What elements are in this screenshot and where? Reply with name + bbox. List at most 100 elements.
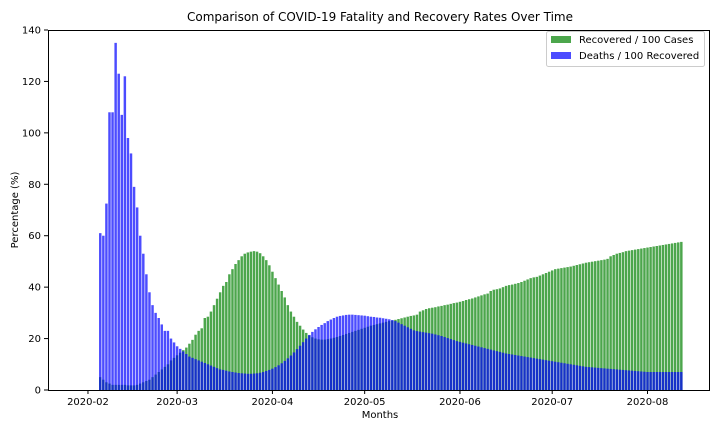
bar-deaths — [461, 342, 465, 390]
bar-deaths — [326, 321, 329, 390]
bar-deaths — [335, 316, 339, 390]
bar-deaths — [182, 351, 185, 390]
bar-deaths — [529, 357, 532, 390]
bar-deaths — [323, 323, 326, 390]
bar-recovered — [489, 291, 492, 390]
bar-recovered — [203, 318, 207, 390]
bar-deaths — [117, 73, 120, 391]
bar-recovered — [667, 243, 671, 390]
bar-deaths — [391, 320, 394, 390]
bar-deaths — [563, 363, 566, 390]
bar-recovered — [483, 294, 486, 390]
bar-deaths — [578, 365, 582, 390]
bar-deaths — [440, 336, 443, 390]
bar-recovered — [280, 291, 283, 390]
bar-recovered — [615, 253, 618, 390]
bar-deaths — [415, 331, 419, 390]
bar-deaths — [655, 372, 658, 390]
bar-deaths — [366, 316, 369, 390]
bar-recovered — [578, 264, 582, 390]
legend-label-recovered: Recovered / 100 Cases — [579, 35, 693, 46]
bar-recovered — [627, 250, 631, 390]
bar-deaths — [274, 367, 277, 390]
bar-deaths — [455, 341, 459, 390]
bar-deaths — [541, 359, 545, 390]
bar-deaths — [108, 112, 111, 390]
bar-deaths — [369, 316, 373, 390]
bar-deaths — [341, 315, 345, 390]
bar-recovered — [538, 275, 542, 390]
bar-deaths — [212, 366, 216, 390]
bar-deaths — [120, 114, 124, 391]
bar-deaths — [397, 322, 400, 390]
bar-deaths — [424, 332, 428, 390]
bar-deaths — [175, 346, 179, 390]
bar-deaths — [507, 354, 511, 390]
bar-deaths — [471, 345, 474, 390]
bars-layer — [99, 42, 683, 391]
legend: Recovered / 100 Cases Deaths / 100 Recov… — [546, 31, 705, 67]
bar-deaths — [384, 318, 388, 390]
bar-deaths — [434, 334, 437, 390]
bar-recovered — [587, 262, 591, 390]
bar-deaths — [372, 316, 376, 390]
bar-recovered — [572, 265, 575, 390]
bar-deaths — [590, 367, 594, 390]
bar-recovered — [594, 261, 597, 390]
x-tick-label: 2020-05 — [344, 397, 386, 408]
bar-deaths — [157, 318, 160, 390]
bar-recovered — [249, 251, 253, 390]
bar-deaths — [148, 292, 151, 390]
bar-recovered — [597, 260, 600, 390]
legend-swatch-recovered — [551, 36, 571, 43]
bar-recovered — [495, 289, 499, 390]
bar-deaths — [560, 362, 563, 390]
bar-deaths — [467, 344, 471, 390]
bar-deaths — [643, 371, 646, 390]
bar-deaths — [261, 372, 265, 390]
bar-deaths — [234, 372, 237, 390]
y-axis-label: Percentage (%) — [10, 172, 21, 249]
bar-deaths — [172, 342, 176, 390]
bar-deaths — [680, 372, 683, 390]
bar-recovered — [231, 269, 234, 390]
bar-recovered — [471, 298, 474, 390]
bar-deaths — [348, 314, 351, 390]
bar-recovered — [680, 241, 683, 390]
bar-recovered — [649, 247, 652, 390]
bar-deaths — [191, 357, 194, 390]
bar-deaths — [320, 324, 323, 390]
bar-recovered — [480, 295, 483, 390]
bar-recovered — [501, 287, 505, 390]
bar-deaths — [587, 367, 591, 390]
bar-deaths — [375, 317, 379, 390]
bar-deaths — [412, 330, 416, 390]
bar-deaths — [225, 370, 228, 390]
bar-deaths — [437, 335, 440, 390]
bar-recovered — [474, 297, 477, 390]
bar-recovered — [514, 283, 517, 390]
bar-deaths — [283, 360, 286, 390]
bar-recovered — [246, 252, 250, 390]
bar-deaths — [252, 373, 256, 390]
legend-label-deaths: Deaths / 100 Recovered — [579, 51, 699, 62]
bar-recovered — [268, 265, 271, 390]
bar-deaths — [486, 348, 489, 390]
bar-deaths — [637, 371, 640, 390]
bar-deaths — [215, 368, 219, 390]
bar-deaths — [231, 372, 234, 390]
bar-deaths — [126, 138, 130, 390]
bar-deaths — [649, 372, 652, 390]
bar-recovered — [661, 244, 665, 390]
bar-recovered — [271, 271, 274, 390]
bar-recovered — [492, 289, 496, 390]
bar-recovered — [560, 268, 563, 390]
bar-deaths — [664, 372, 668, 390]
bar-recovered — [584, 262, 588, 390]
bar-deaths — [332, 318, 336, 390]
bar-recovered — [504, 285, 508, 390]
plot-frame — [48, 30, 710, 391]
y-tick-label: 100 — [22, 128, 41, 139]
bar-deaths — [514, 355, 517, 390]
